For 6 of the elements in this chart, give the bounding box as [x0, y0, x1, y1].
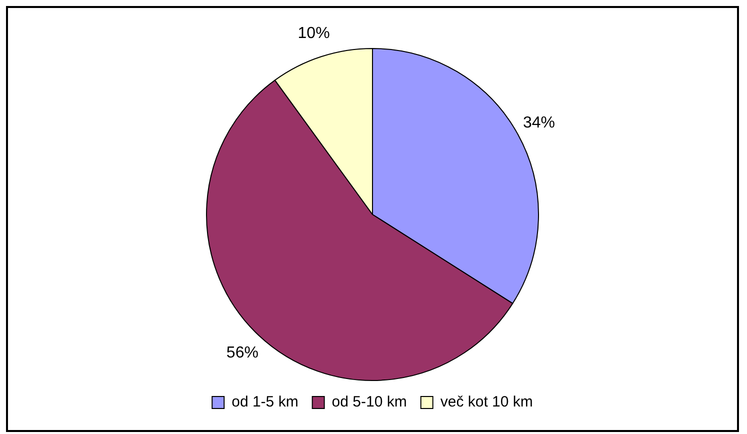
data-label: 56% [226, 344, 258, 362]
data-label: 34% [522, 114, 556, 132]
data-label: 10% [298, 25, 330, 42]
legend-label: več kot 10 km [440, 394, 533, 411]
legend-label: od 1-5 km [232, 394, 298, 411]
legend-label: od 5-10 km [332, 394, 407, 411]
